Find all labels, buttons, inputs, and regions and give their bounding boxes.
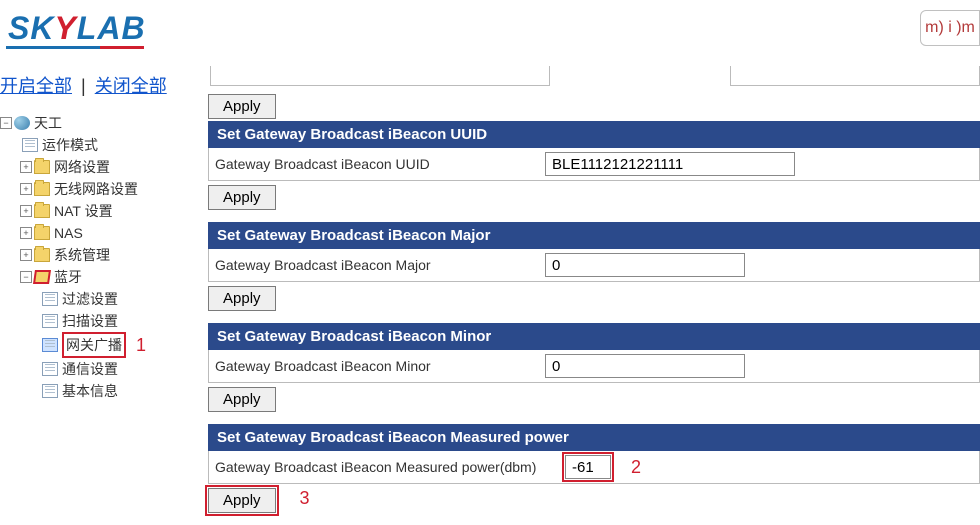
sidebar: 开启全部 | 关闭全部 − 天工 运作模式 + 网络设置 + 无线网路设: [0, 56, 196, 525]
close-all-link[interactable]: 关闭全部: [95, 76, 167, 96]
page-icon: [42, 362, 58, 376]
panel-row-uuid: Gateway Broadcast iBeacon UUID: [208, 148, 980, 181]
power-input[interactable]: [565, 455, 611, 479]
folder-icon: [34, 182, 50, 196]
page-icon: [42, 314, 58, 328]
tree-item-nat[interactable]: + NAT 设置: [0, 200, 196, 222]
tree-item-filter[interactable]: 过滤设置: [0, 288, 196, 310]
callout-3: 3: [300, 488, 310, 509]
nav-tree: − 天工 运作模式 + 网络设置 + 无线网路设置 + NAT 设置: [0, 112, 196, 402]
panel-power: Set Gateway Broadcast iBeacon Measured p…: [208, 424, 980, 515]
tree-item-label: 通信设置: [62, 358, 118, 380]
folder-icon: [34, 226, 50, 240]
panel-header-minor: Set Gateway Broadcast iBeacon Minor: [208, 323, 980, 350]
tree-item-label: 系统管理: [54, 244, 110, 266]
folder-icon: [34, 204, 50, 218]
tree-item-basicinfo[interactable]: 基本信息: [0, 380, 196, 402]
expand-icon[interactable]: +: [20, 227, 32, 239]
tree-item-nas[interactable]: + NAS: [0, 222, 196, 244]
empty-cell: [210, 66, 550, 86]
apply-button[interactable]: Apply: [208, 94, 276, 119]
world-icon: [14, 116, 30, 130]
tree-item-gateway-broadcast[interactable]: 网关广播 1: [0, 332, 196, 358]
expand-icon[interactable]: +: [20, 161, 32, 173]
tree-item-wireless[interactable]: + 无线网路设置: [0, 178, 196, 200]
field-label-uuid: Gateway Broadcast iBeacon UUID: [215, 156, 535, 172]
tree-item-label: 过滤设置: [62, 288, 118, 310]
empty-cell: [730, 66, 980, 86]
tree-item-label: 蓝牙: [54, 266, 82, 288]
expand-icon[interactable]: +: [20, 205, 32, 217]
separator: |: [81, 76, 86, 96]
panel-row-power: Gateway Broadcast iBeacon Measured power…: [208, 451, 980, 484]
collapse-icon[interactable]: −: [20, 271, 32, 283]
brand-y: Y: [54, 10, 76, 46]
folder-icon: [34, 248, 50, 262]
tree-item-sysmgmt[interactable]: + 系统管理: [0, 244, 196, 266]
tree-toggle-line: 开启全部 | 关闭全部: [0, 72, 196, 98]
field-label-major: Gateway Broadcast iBeacon Major: [215, 257, 535, 273]
field-label-minor: Gateway Broadcast iBeacon Minor: [215, 358, 535, 374]
expand-icon[interactable]: +: [20, 183, 32, 195]
tree-item-label: 网关广播: [62, 332, 126, 358]
panel-uuid: Set Gateway Broadcast iBeacon UUID Gatew…: [208, 121, 980, 212]
tree-item-network[interactable]: + 网络设置: [0, 156, 196, 178]
brand-underline: [6, 46, 144, 49]
tree-item-label: 网络设置: [54, 156, 110, 178]
panel-header-power: Set Gateway Broadcast iBeacon Measured p…: [208, 424, 980, 451]
tree-item-label: 基本信息: [62, 380, 118, 402]
minor-input[interactable]: [545, 354, 745, 378]
tree-item-comm[interactable]: 通信设置: [0, 358, 196, 380]
tree-item-scan[interactable]: 扫描设置: [0, 310, 196, 332]
apply-button[interactable]: Apply: [208, 387, 276, 412]
tree-item-label: 无线网路设置: [54, 178, 138, 200]
tree-root[interactable]: − 天工: [0, 112, 196, 134]
page-icon: [42, 384, 58, 398]
tree-item-runmode[interactable]: 运作模式: [0, 134, 196, 156]
right-badge-text: m) i )m: [925, 19, 975, 37]
brand-part1: SK: [8, 10, 54, 46]
folder-icon: [34, 160, 50, 174]
tree-item-label: 运作模式: [42, 134, 98, 156]
apply-button[interactable]: Apply: [208, 488, 276, 513]
tree-item-label: NAT 设置: [54, 200, 113, 222]
tree-root-label: 天工: [34, 112, 62, 134]
tree-item-label: 扫描设置: [62, 310, 118, 332]
folder-open-icon: [33, 270, 51, 284]
open-all-link[interactable]: 开启全部: [0, 76, 72, 96]
collapse-icon[interactable]: −: [0, 117, 12, 129]
apply-button[interactable]: Apply: [208, 286, 276, 311]
panel-minor: Set Gateway Broadcast iBeacon Minor Gate…: [208, 323, 980, 414]
field-label-power: Gateway Broadcast iBeacon Measured power…: [215, 459, 555, 475]
panel-header-major: Set Gateway Broadcast iBeacon Major: [208, 222, 980, 249]
page-icon: [22, 138, 38, 152]
panel-row-minor: Gateway Broadcast iBeacon Minor: [208, 350, 980, 383]
tree-item-label: NAS: [54, 222, 83, 244]
expand-icon[interactable]: +: [20, 249, 32, 261]
callout-2: 2: [631, 457, 641, 478]
prev-panel-tail: [208, 66, 980, 86]
callout-1: 1: [136, 334, 146, 356]
uuid-input[interactable]: [545, 152, 795, 176]
right-badge: m) i )m: [920, 10, 980, 46]
page-icon: [42, 338, 58, 352]
panel-row-major: Gateway Broadcast iBeacon Major: [208, 249, 980, 282]
tree-item-bluetooth[interactable]: − 蓝牙: [0, 266, 196, 288]
brand-logo: SKYLAB: [0, 10, 146, 47]
panel-major: Set Gateway Broadcast iBeacon Major Gate…: [208, 222, 980, 313]
brand-part2: LAB: [77, 10, 146, 46]
main-content: Apply Set Gateway Broadcast iBeacon UUID…: [196, 56, 980, 525]
header: SKYLAB m) i )m: [0, 0, 980, 56]
major-input[interactable]: [545, 253, 745, 277]
page-icon: [42, 292, 58, 306]
apply-button[interactable]: Apply: [208, 185, 276, 210]
panel-header-uuid: Set Gateway Broadcast iBeacon UUID: [208, 121, 980, 148]
